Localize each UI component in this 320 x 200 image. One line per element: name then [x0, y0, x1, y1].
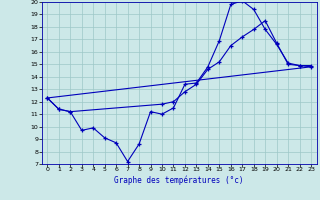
X-axis label: Graphe des températures (°c): Graphe des températures (°c) [115, 175, 244, 185]
